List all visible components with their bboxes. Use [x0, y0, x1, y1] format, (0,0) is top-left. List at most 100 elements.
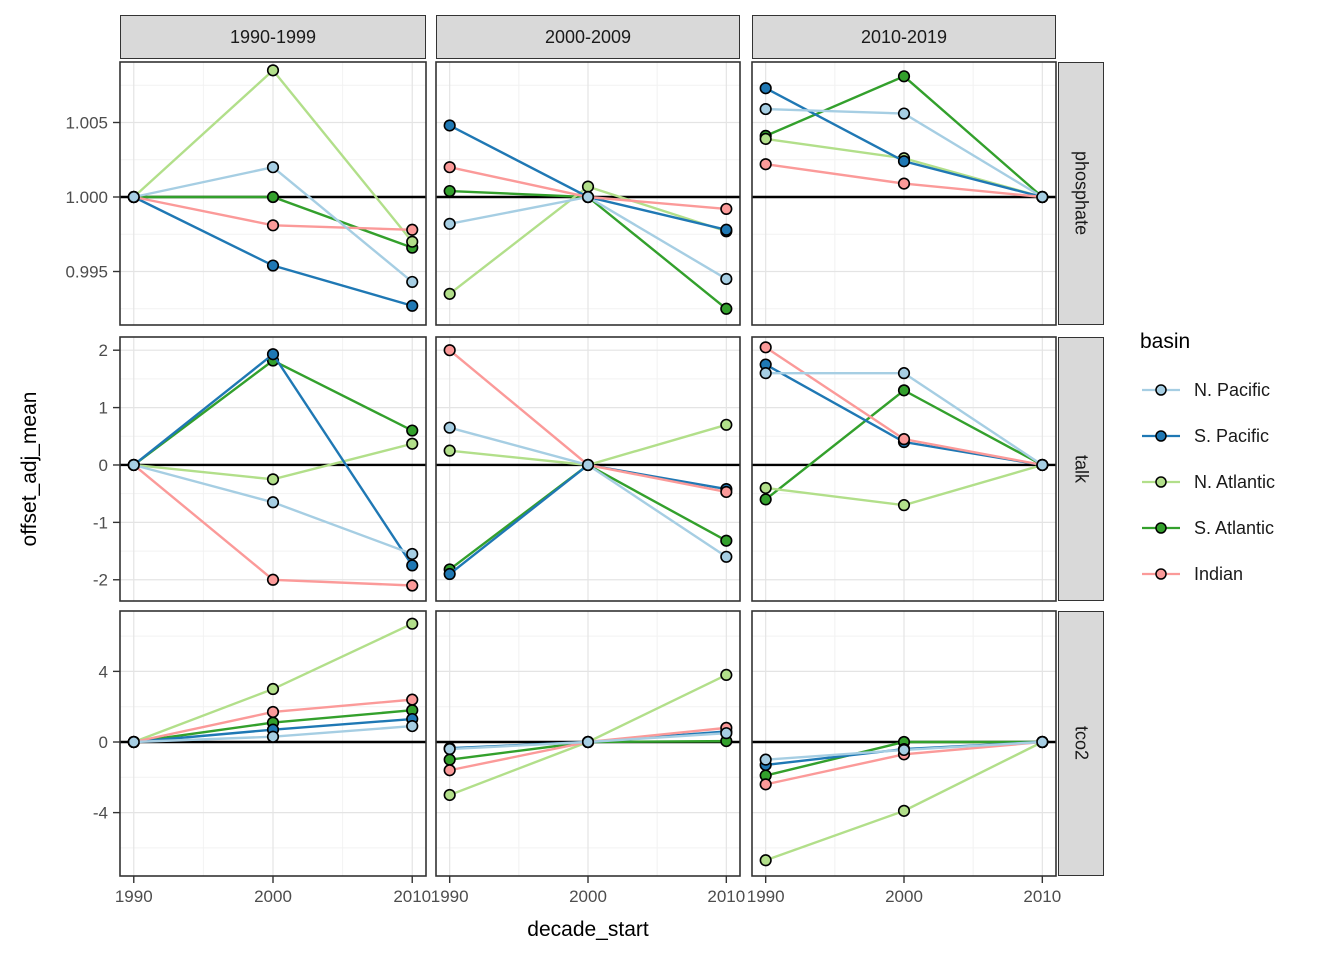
y-tick-label: 0 [99, 456, 108, 475]
x-tick-label: 2010 [1023, 887, 1061, 906]
data-point-n-pacific [720, 550, 733, 563]
x-tick-label: 2010 [707, 887, 745, 906]
data-point-n-pacific [720, 272, 733, 286]
data-point-n-atlantic [443, 287, 456, 300]
data-point-indian [759, 158, 772, 171]
data-point-indian [406, 579, 419, 592]
data-point-s-atlantic [266, 190, 280, 204]
data-point-n-pacific [759, 753, 772, 766]
data-point-n-atlantic [720, 668, 733, 682]
facet-row-strip-phosphate: phosphate [1058, 62, 1104, 325]
data-point-n-pacific [406, 275, 419, 289]
data-point-n-pacific [897, 107, 911, 120]
data-point-s-pacific [720, 223, 733, 236]
x-tick-label: 2000 [254, 887, 292, 906]
data-point-n-pacific [720, 727, 733, 740]
data-point-n-pacific [581, 190, 595, 204]
data-point-indian [266, 219, 280, 232]
legend-key-icon [1142, 476, 1180, 488]
data-point-n-pacific [406, 547, 419, 561]
data-point-indian [443, 764, 456, 777]
facet-panel-phosphate-2000-2009 [435, 61, 741, 326]
data-point-n-pacific [759, 367, 772, 380]
data-point-s-atlantic [897, 70, 911, 83]
data-point-s-atlantic [720, 302, 733, 315]
data-point-indian [266, 705, 280, 719]
facet-column-label: 2000-2009 [544, 26, 632, 47]
legend-label: S. Atlantic [1194, 517, 1275, 538]
facet-row-label: tco2 [1071, 726, 1092, 761]
data-point-n-pacific [581, 735, 595, 749]
data-point-n-pacific [266, 161, 280, 174]
facet-row-strip-tco2: tco2 [1058, 611, 1104, 876]
legend: basin N. Pacific S. Pacific N. Atlantic [1140, 330, 1275, 606]
data-point-n-pacific [406, 720, 419, 733]
data-point-n-pacific [897, 367, 911, 380]
data-point-s-pacific [759, 82, 772, 95]
data-point-n-pacific [1036, 190, 1049, 204]
data-point-n-pacific [759, 102, 772, 116]
y-axis-title: offset_adj_mean [18, 391, 41, 547]
data-point-indian [720, 485, 733, 499]
data-point-n-atlantic [406, 617, 419, 630]
data-point-s-pacific [897, 155, 911, 168]
data-point-indian [759, 341, 772, 354]
data-point-s-atlantic [443, 753, 456, 766]
facet-row-label: phosphate [1071, 151, 1092, 236]
facet-panel-tco2-2010-2019 [751, 610, 1057, 877]
data-point-s-pacific [406, 299, 419, 312]
data-point-s-pacific [443, 567, 456, 581]
x-tick-label: 1990 [431, 887, 469, 906]
data-point-n-atlantic [759, 132, 772, 145]
facet-column-strip-2010-2019: 2010-2019 [752, 15, 1056, 59]
facet-column-strip-2000-2009: 2000-2009 [436, 15, 740, 59]
data-point-n-pacific [1036, 458, 1049, 472]
data-point-indian [720, 202, 733, 216]
data-point-n-pacific [443, 217, 456, 230]
legend-key-icon [1142, 568, 1180, 580]
data-point-indian [759, 778, 772, 791]
data-point-n-pacific [266, 496, 280, 509]
legend-label: S. Pacific [1194, 425, 1270, 446]
data-point-n-atlantic [759, 854, 772, 867]
panel-border [751, 336, 1057, 602]
legend-key-icon [1142, 384, 1180, 396]
data-point-n-pacific [127, 735, 140, 749]
legend-key-icon [1142, 522, 1180, 534]
legend-item-s-pacific: S. Pacific [1140, 422, 1275, 450]
facet-column-label: 1990-1999 [229, 26, 317, 47]
data-point-indian [897, 433, 911, 446]
data-point-s-pacific [266, 348, 280, 361]
data-point-n-pacific [443, 421, 456, 434]
y-tick-label: 0 [99, 733, 108, 752]
data-point-n-atlantic [897, 499, 911, 512]
legend-item-n-atlantic: N. Atlantic [1140, 468, 1275, 496]
panel-border [119, 336, 427, 602]
legend-item-n-pacific: N. Pacific [1140, 376, 1275, 404]
legend-label: Indian [1194, 563, 1244, 584]
x-tick-label: 2000 [885, 887, 923, 906]
x-tick-label: 1990 [747, 887, 785, 906]
y-tick-label: 1 [99, 399, 108, 418]
data-point-indian [406, 693, 419, 706]
data-point-indian [266, 573, 280, 586]
legend-item-indian: Indian [1140, 560, 1275, 588]
data-point-n-atlantic [443, 788, 456, 802]
data-point-s-atlantic [759, 493, 772, 506]
data-point-n-atlantic [581, 180, 595, 193]
data-point-n-pacific [1036, 735, 1049, 749]
data-point-n-pacific [266, 730, 280, 743]
data-point-n-atlantic [720, 418, 733, 431]
data-point-s-pacific [406, 559, 419, 572]
facet-panel-tco2-1990-1999 [119, 610, 427, 877]
data-point-n-pacific [127, 458, 140, 472]
y-tick-label: 2 [99, 341, 108, 360]
data-point-n-atlantic [406, 235, 419, 248]
facet-panel-phosphate-2010-2019 [751, 61, 1057, 326]
data-point-n-pacific [443, 742, 456, 756]
data-point-n-atlantic [266, 473, 280, 486]
x-tick-label: 1990 [115, 887, 153, 906]
legend-title: basin [1140, 330, 1191, 353]
y-tick-label: -4 [93, 804, 108, 823]
